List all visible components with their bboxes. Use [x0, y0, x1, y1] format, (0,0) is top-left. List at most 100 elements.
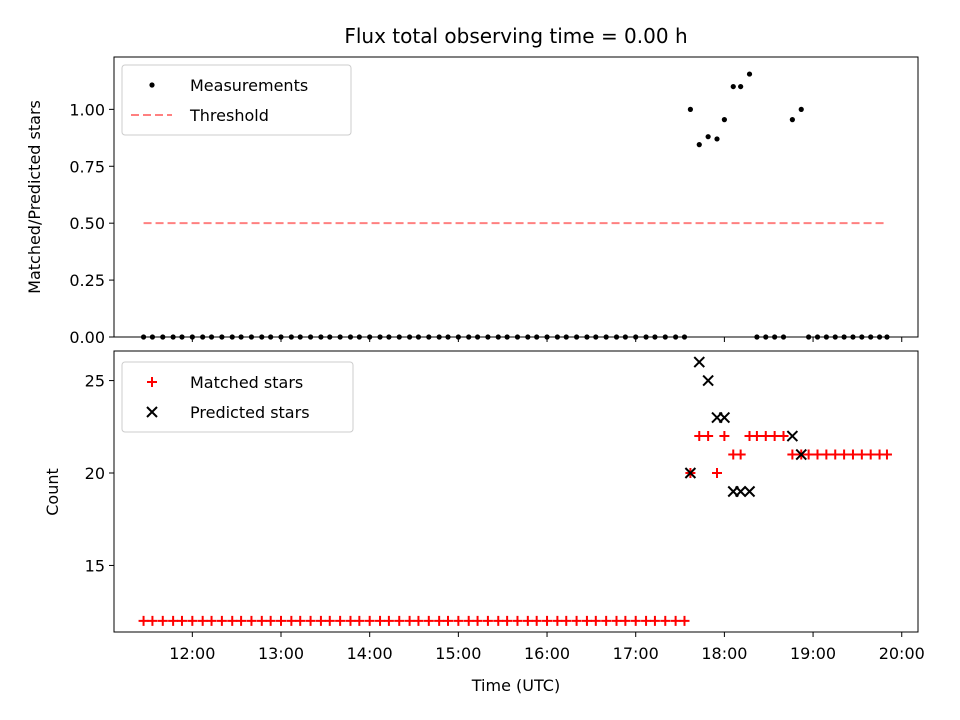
data-point [305, 615, 316, 626]
data-point [730, 83, 736, 90]
data-point [246, 615, 257, 626]
x-tick-label: 18:00 [701, 644, 747, 663]
legend-frame [121, 361, 354, 433]
y-tick: 25 [85, 372, 114, 391]
top-panel: 0.00 0.25 0.50 0.75 1.00 Matched/Predicted s… [25, 56, 919, 347]
data-point [324, 615, 335, 626]
data-point [443, 615, 454, 626]
top-y-axis-label: Matched/Predicted stars [25, 100, 44, 294]
y-tick: 0.50 [69, 214, 114, 233]
y-tick-label: 0.25 [69, 271, 105, 290]
data-point [746, 71, 753, 77]
data-point [821, 449, 832, 460]
x-tick-label: 16:00 [524, 644, 570, 663]
data-point [881, 449, 892, 460]
x-tick: 16:00 [524, 632, 570, 663]
data-point [649, 615, 660, 626]
data-point [847, 449, 858, 460]
data-point [694, 431, 705, 442]
data-point [735, 449, 746, 460]
data-point [590, 615, 601, 626]
top-y-axis: 0.00 0.25 0.50 0.75 1.00 [69, 100, 114, 347]
data-point [581, 615, 592, 626]
x-axis: 12:00 13:00 14:00 15:00 16:00 17:00 18:00 19:00… [169, 632, 925, 663]
data-point [561, 615, 572, 626]
x-tick-label: 14:00 [347, 644, 393, 663]
data-point [611, 615, 622, 626]
data-point [812, 449, 823, 460]
data-point [795, 448, 807, 461]
y-tick: 0.00 [69, 328, 114, 347]
bottom-axes-frame [113, 350, 919, 633]
top-plot-area [140, 71, 890, 340]
y-tick: 1.00 [69, 100, 114, 119]
data-point [265, 615, 276, 626]
top-legend: Measurements Threshold [121, 64, 352, 136]
data-point [276, 615, 287, 626]
x-tick-label: 17:00 [613, 644, 659, 663]
data-point [176, 615, 187, 626]
y-tick-label: 25 [85, 372, 105, 391]
data-point [620, 615, 631, 626]
bottom-panel: 15 20 25 12:00 13:00 14:00 15:00 16:00 17:00 18:… [43, 350, 925, 695]
data-point [493, 615, 504, 626]
top-x-axis-ticks [191, 337, 903, 342]
data-point [660, 615, 671, 626]
data-point [803, 449, 814, 460]
data-point [434, 615, 445, 626]
bottom-legend: Matched stars Predicted stars [121, 361, 354, 433]
data-point [714, 136, 720, 142]
data-point [197, 615, 208, 626]
x-axis-label: Time (UTC) [471, 676, 560, 695]
y-tick-label: 15 [85, 556, 105, 575]
data-point [684, 467, 697, 479]
data-point [453, 615, 464, 626]
series-predicted-stars [684, 356, 807, 498]
y-tick: 0.75 [69, 157, 114, 176]
data-point [718, 411, 731, 424]
data-point [531, 615, 542, 626]
data-point [670, 615, 681, 626]
data-point [679, 615, 690, 626]
data-point [522, 615, 533, 626]
data-point [138, 615, 149, 626]
x-tick-label: 12:00 [169, 644, 215, 663]
data-point [703, 431, 714, 442]
data-point [743, 485, 756, 498]
data-point [786, 430, 799, 442]
data-point [839, 449, 850, 460]
legend-label: Matched stars [190, 373, 303, 392]
legend-label: Predicted stars [190, 403, 310, 422]
legend-frame [121, 64, 352, 136]
data-point [482, 615, 493, 626]
data-point [394, 615, 405, 626]
data-point [641, 615, 652, 626]
data-point [345, 615, 356, 626]
data-point [354, 615, 365, 626]
data-point [147, 615, 158, 626]
data-point [865, 449, 876, 460]
series-matched-stars [138, 431, 892, 626]
x-tick: 20:00 [879, 632, 925, 663]
data-point [502, 615, 513, 626]
data-point [856, 449, 867, 460]
data-point [375, 615, 386, 626]
bottom-plot-area [138, 356, 892, 626]
x-tick-label: 13:00 [258, 644, 304, 663]
x-tick-label: 15:00 [435, 644, 481, 663]
data-point [157, 615, 168, 626]
data-point [542, 615, 553, 626]
chart-title: Flux total observing time = 0.00 h [344, 24, 687, 48]
data-point [206, 615, 217, 626]
data-point [571, 615, 582, 626]
legend-label: Threshold [189, 106, 269, 125]
legend-swatch [147, 377, 157, 387]
bottom-y-axis-label: Count [43, 468, 62, 516]
legend-entry: Predicted stars [146, 403, 310, 422]
data-point [404, 615, 415, 626]
y-tick-label: 0.75 [69, 157, 105, 176]
data-point [719, 431, 730, 442]
data-point [364, 615, 375, 626]
legend-entry: Matched stars [147, 373, 303, 392]
data-point [168, 615, 179, 626]
